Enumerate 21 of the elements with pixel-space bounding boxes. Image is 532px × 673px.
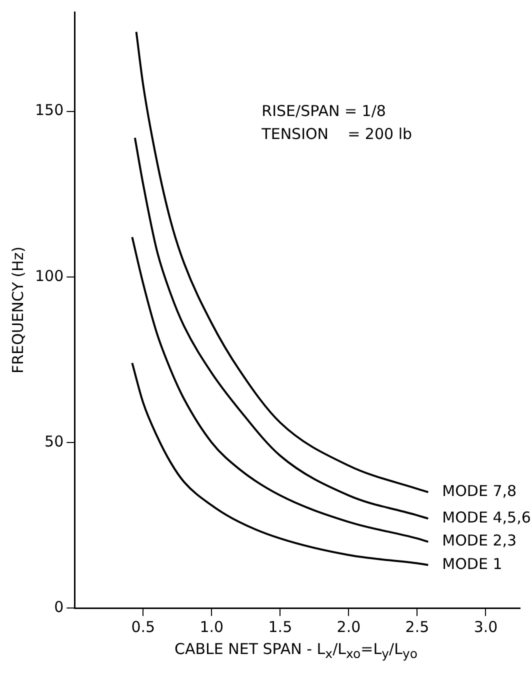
y-tick-label: 50 [44, 432, 64, 450]
annotation: TENSION = 200 lb [260, 124, 412, 143]
line-series [135, 30, 430, 494]
x-tick-label: 3.0 [474, 618, 498, 636]
y-tick-label: 150 [34, 101, 64, 120]
x-axis-title: CABLE NET SPAN - L$_{x}$/L$_{xo}$=L$_{y}$/L$_{yo}$ [174, 640, 418, 661]
line-series [131, 236, 430, 543]
y-axis-title: FREQUENCY (Hz) [8, 246, 27, 374]
x-tick-label: 1.0 [200, 618, 224, 636]
annotation: RISE/SPAN = 1/8 [262, 102, 386, 120]
series-label: MODE 7,8 [442, 482, 517, 500]
y-tick-label: 100 [34, 266, 64, 285]
series-label: MODE 2,3 [442, 532, 517, 550]
series-label: MODE 4,5,6 [442, 508, 531, 526]
line-series [131, 362, 430, 566]
x-tick-label: 1.5 [268, 618, 292, 636]
series-label: MODE 1 [442, 554, 502, 573]
y-tick-label: 0 [54, 598, 64, 616]
x-tick-label: 2.5 [405, 618, 430, 636]
x-tick-label: 2.0 [336, 618, 361, 636]
x-tick-label: 0.5 [131, 618, 156, 636]
